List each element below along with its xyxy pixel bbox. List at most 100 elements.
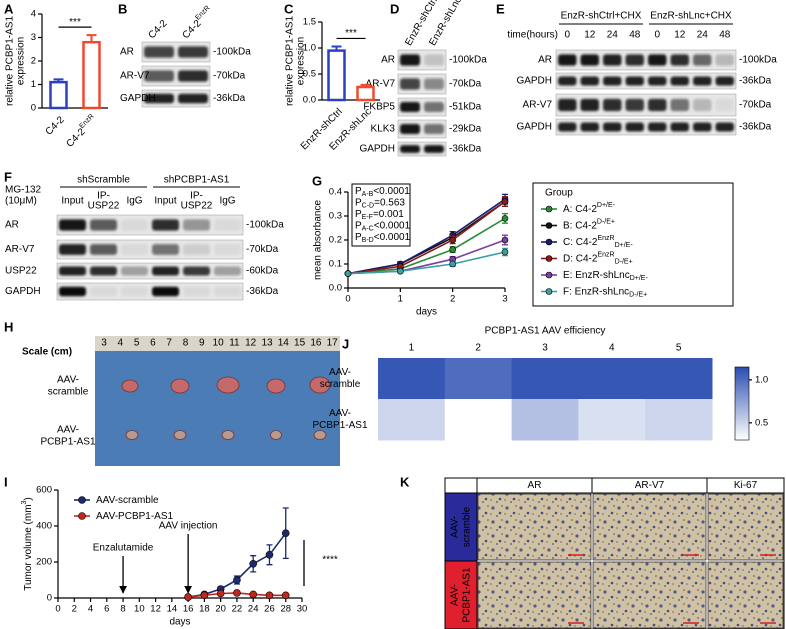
x-tick-label: 3 — [502, 294, 507, 305]
blot-row-label: GAPDH — [516, 122, 552, 133]
row-label: AAV- — [329, 408, 351, 419]
blot-band — [603, 76, 622, 86]
ihc-image — [707, 561, 784, 629]
blot-band — [424, 101, 444, 113]
time-label: time(hours) — [507, 30, 558, 41]
blot-band — [90, 266, 117, 276]
tumor-photo — [95, 336, 340, 466]
x-tick-label: 16 — [183, 604, 194, 615]
legend-label-part: D-/E+ — [629, 292, 647, 299]
lane-label: Input — [61, 196, 83, 207]
blot-band — [59, 266, 86, 276]
blot-size-label: -36kDa — [246, 286, 279, 297]
blot-band — [183, 286, 210, 297]
row-header-cell — [444, 492, 478, 562]
legend-label: AAV-scramble — [96, 495, 159, 506]
blot-band — [715, 76, 734, 86]
colorbar — [734, 366, 750, 441]
blot-band — [183, 244, 210, 255]
blot-band — [670, 122, 689, 132]
blot-band — [152, 286, 179, 297]
tumor — [216, 376, 240, 394]
photo-row-label: scramble — [48, 387, 89, 398]
blot-size-label: -51kDa — [449, 102, 482, 113]
legend-label-part: C: C4-2 — [563, 237, 598, 248]
y-tick-label: 0.0 — [329, 283, 342, 294]
heatmap-cell — [645, 399, 713, 441]
lane-label: IP- — [97, 191, 110, 202]
panel-label: B — [118, 1, 127, 16]
panel-label: E — [496, 1, 505, 16]
blot-band — [400, 145, 420, 153]
legend-title: Group — [545, 188, 573, 199]
tumor — [266, 378, 286, 394]
blot-band — [400, 101, 420, 113]
significance: *** — [69, 17, 81, 28]
blot-band — [625, 54, 644, 66]
legend-marker — [545, 222, 553, 229]
legend-label-part: B: C4-2 — [563, 220, 597, 231]
blot-row-label: GAPDH — [516, 76, 552, 87]
p-value-part: <0.0001 — [373, 186, 410, 197]
lane-label: USP22 — [88, 201, 120, 212]
colorbar-tick-label: 0.5 — [755, 417, 768, 428]
y-axis-label: expression — [296, 37, 307, 85]
x-axis-label: days — [416, 307, 437, 318]
p-value: PE-F=0.001 — [355, 209, 404, 222]
marker — [449, 236, 456, 244]
column-header: AR — [528, 480, 542, 491]
y-tick-label: 3 — [31, 32, 36, 43]
y-tick-label: 2 — [31, 56, 36, 67]
x-tick-label: C4-2 — [43, 114, 66, 137]
blot-size-label: -100kDa — [449, 55, 487, 66]
blot-band — [648, 76, 667, 86]
legend-label-part: AAV-scramble — [96, 495, 159, 506]
blot-row-label: AR — [538, 55, 552, 66]
blot-row-label: USP22 — [5, 266, 37, 277]
blot-band — [625, 98, 644, 112]
heatmap-cell — [578, 358, 646, 400]
blot-band — [144, 46, 174, 58]
marker — [501, 236, 509, 244]
group-label: shScramble — [77, 175, 130, 186]
lane-label: C4-2 — [146, 18, 169, 41]
annotation: Enzalutamide — [93, 543, 154, 554]
ruler-number: 16 — [310, 338, 322, 349]
y-tick-label: 0.2 — [329, 235, 342, 246]
y-tick-label: 0.1 — [329, 259, 342, 270]
blot-size-label: -36kDa — [213, 93, 246, 104]
panel-label: C — [284, 1, 294, 16]
row-header: scramble — [462, 506, 473, 547]
blot-band — [178, 93, 208, 104]
p-value-part: =0.001 — [373, 209, 404, 220]
ruler-number: 14 — [278, 338, 290, 349]
marker — [249, 559, 257, 568]
blot-band — [424, 145, 444, 153]
p-value-part: P — [355, 232, 362, 243]
heatmap-title: PCBP1-AS1 AAV efficiency — [485, 326, 606, 337]
legend-marker — [545, 205, 553, 213]
blot-band — [670, 54, 689, 66]
blot-band — [121, 266, 148, 276]
legend-label-part: EnzR — [597, 252, 614, 259]
p-value-part: P — [355, 209, 362, 220]
y-axis-label: relative PCBP1-AS1 — [5, 16, 16, 106]
blot-band — [144, 70, 174, 82]
lane-label-part: C4-2 — [146, 18, 169, 41]
ruler-number: 12 — [245, 338, 257, 349]
blot-band — [603, 54, 622, 66]
blot-row-label: AR-V7 — [120, 71, 150, 82]
y-tick-label: 4 — [31, 9, 36, 20]
blot-band — [183, 266, 210, 276]
blot-size-label: -100kDa — [213, 47, 251, 58]
y-axis-label: Tumor volume (mm3) — [21, 497, 33, 591]
blot-row-label: KLK3 — [371, 124, 396, 135]
tumor — [309, 376, 331, 394]
ruler-number: 17 — [327, 338, 339, 349]
x-tick-label: 12 — [150, 604, 161, 615]
blot-band — [715, 54, 734, 66]
colorbar-tick-label: 1.0 — [755, 374, 768, 385]
lane-label-part: EnzR — [195, 5, 212, 22]
ihc-image — [477, 493, 592, 561]
